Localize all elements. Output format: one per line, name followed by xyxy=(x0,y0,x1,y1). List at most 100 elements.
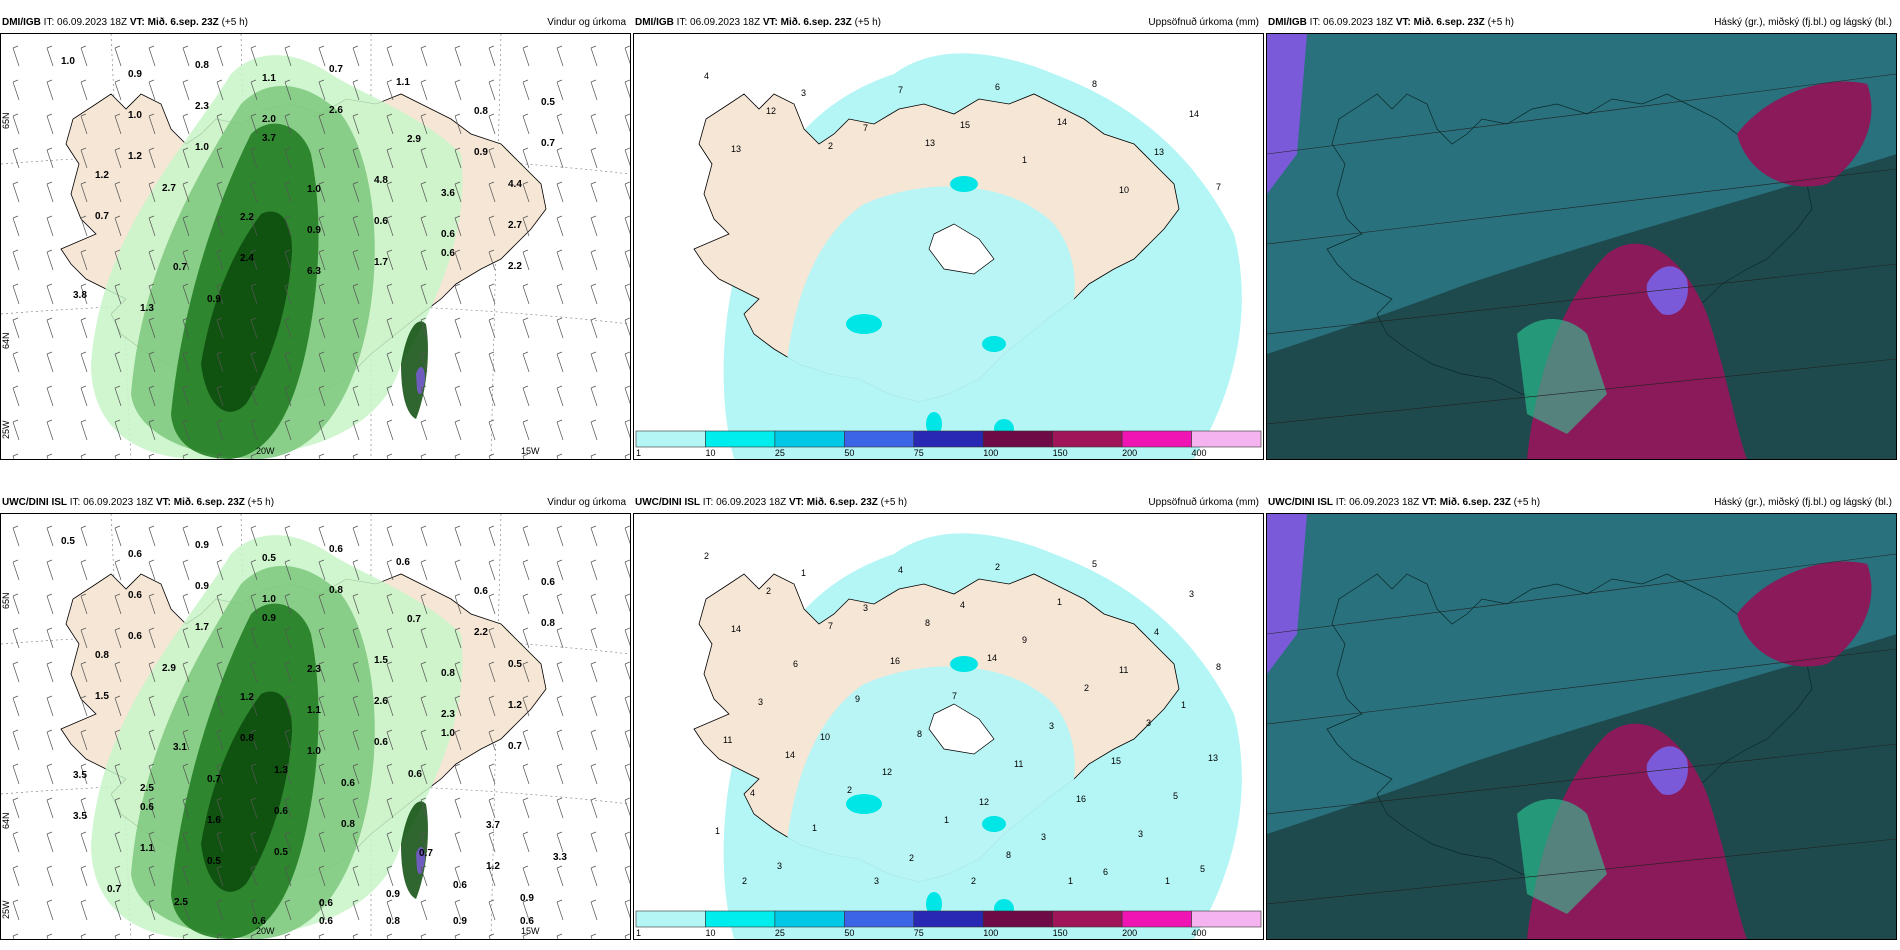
precip-value-label: 15 xyxy=(960,120,970,130)
it-label: IT: xyxy=(43,17,55,28)
wind-barb xyxy=(590,831,598,853)
wind-barb xyxy=(420,45,428,67)
wind-barb xyxy=(80,147,88,169)
wind-barb xyxy=(352,763,360,785)
precip-value-label: 3 xyxy=(777,861,782,871)
precip-value-label: 1 xyxy=(1181,700,1186,710)
precip-value-label: 7 xyxy=(828,621,833,631)
precip-value-label: 3 xyxy=(863,603,868,613)
wind-barb xyxy=(624,215,630,235)
precip-value-label: 5 xyxy=(1200,864,1205,874)
precip-value-label: 0.6 xyxy=(374,737,388,748)
wind-barb xyxy=(556,729,564,751)
precip-value-label: 7 xyxy=(863,123,868,133)
precip-value-label: 0.6 xyxy=(128,549,142,560)
wind-barb xyxy=(182,899,190,921)
precip-value-label: 2 xyxy=(828,141,833,151)
wind-barb xyxy=(556,317,564,339)
precip-value-label: 8 xyxy=(1216,662,1221,672)
panel-header: UWC/DINI ISL IT: 06.09.2023 18Z VT: Mið.… xyxy=(1266,493,1895,513)
graticule-line xyxy=(1267,168,1896,245)
wind-barb xyxy=(488,763,496,785)
wind-barb xyxy=(250,559,258,581)
colorbar-segment xyxy=(705,910,776,928)
precip-value-label: 3 xyxy=(1146,718,1151,728)
wind-barb xyxy=(556,215,564,237)
wind-barb xyxy=(284,317,292,339)
wind-barb xyxy=(80,763,88,785)
colorbar-segment xyxy=(844,430,915,448)
panel-header: DMI/IGB IT: 06.09.2023 18Z VT: Mið. 6.se… xyxy=(1266,13,1895,33)
colorbar-segment xyxy=(1121,910,1192,928)
wind-barb xyxy=(488,593,496,615)
wind-barb xyxy=(590,729,598,751)
wind-barb xyxy=(250,525,258,547)
wind-barb xyxy=(386,559,394,581)
precip-value-label: 2.3 xyxy=(441,709,455,720)
precip-value-label: 0.7 xyxy=(173,262,187,273)
wind-barb xyxy=(284,351,292,373)
precip-value-label: 11 xyxy=(1119,665,1128,675)
wind-barb xyxy=(284,113,292,135)
precip-value-label: 0.6 xyxy=(319,916,333,927)
wind-barb xyxy=(352,525,360,547)
vt-label: VT: xyxy=(762,17,778,28)
precip-value-label: 0.6 xyxy=(329,544,343,555)
wind-barb xyxy=(284,763,292,785)
wind-barb xyxy=(454,729,462,751)
wind-barb xyxy=(454,283,462,305)
wind-barb xyxy=(250,933,257,939)
precip-value-label: 14 xyxy=(987,653,997,663)
wind-barb xyxy=(182,661,190,683)
wind-barb xyxy=(420,419,428,441)
wind-barb xyxy=(624,79,630,99)
graticule-line xyxy=(1267,743,1896,815)
wind-barb xyxy=(454,899,462,921)
wind-barb xyxy=(352,729,360,751)
precip-value-label: 1.0 xyxy=(61,56,75,67)
precip-value-label: 3.8 xyxy=(73,290,87,301)
accumulated-precip-map: 4 3 7 6 8 14 12 7 15 14 13 13 2 13 1 10 7 1 10 25 50 75 100 150… xyxy=(633,33,1264,460)
wind-barb xyxy=(624,763,630,783)
wind-barb xyxy=(420,797,428,819)
wind-barb xyxy=(216,593,224,615)
wind-barb xyxy=(522,147,530,169)
wind-barb xyxy=(488,661,496,683)
wind-barb xyxy=(386,283,394,305)
it-value: 06.09.2023 18Z xyxy=(1323,17,1394,28)
panel-uwc-wind: UWC/DINI ISL IT: 06.09.2023 18Z VT: Mið.… xyxy=(0,493,631,940)
wind-barb xyxy=(624,899,630,919)
wind-barb xyxy=(114,695,122,717)
colorbar-tick-label: 50 xyxy=(844,928,854,938)
wind-barb xyxy=(114,147,122,169)
wind-barb xyxy=(80,385,88,407)
wind-barb xyxy=(420,661,428,683)
wind-barb xyxy=(488,283,496,305)
vt-value: Mið. 6.sep. 23Z xyxy=(173,497,245,508)
wind-barb xyxy=(284,385,292,407)
colorbar-segment xyxy=(774,910,845,928)
wind-barb xyxy=(46,317,54,339)
wind-barb xyxy=(522,865,530,887)
model-label: DMI/IGB xyxy=(2,17,41,28)
precip-value-label: 1.3 xyxy=(140,303,154,314)
wind-barb xyxy=(420,763,428,785)
wind-barb xyxy=(216,283,224,305)
wind-barb xyxy=(80,181,88,203)
wind-barb xyxy=(318,831,326,853)
wind-barb xyxy=(80,45,88,67)
wind-barb xyxy=(216,831,224,853)
wind-barb xyxy=(522,79,530,101)
wind-barb xyxy=(386,627,394,649)
low-cloud-field xyxy=(1646,266,1688,315)
latitude-label: 65N xyxy=(1,112,11,129)
wind-barb xyxy=(488,797,496,819)
wind-barb xyxy=(352,249,360,271)
wind-barb xyxy=(624,559,630,579)
wind-barb xyxy=(386,45,394,67)
wind-barb xyxy=(556,283,564,305)
wind-barb xyxy=(284,419,292,441)
precip-value-label: 0.8 xyxy=(329,585,343,596)
wind-barb xyxy=(182,453,189,459)
wind-barb xyxy=(386,453,393,459)
